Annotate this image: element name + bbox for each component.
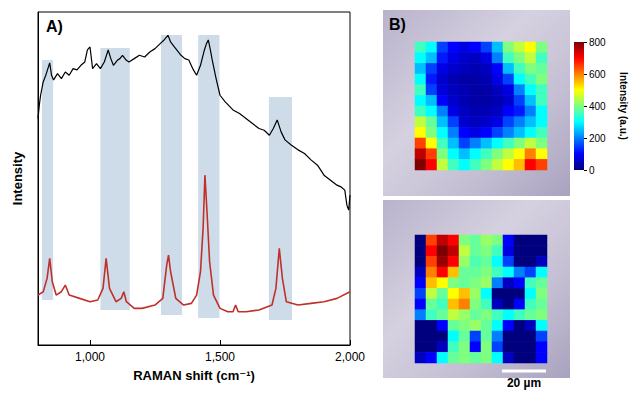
svg-text:2,000: 2,000: [335, 350, 365, 364]
svg-text:200: 200: [589, 133, 606, 144]
svg-text:1,000: 1,000: [75, 350, 105, 364]
svg-text:400: 400: [589, 101, 606, 112]
svg-text:20 µm: 20 µm: [507, 376, 541, 390]
svg-text:Intensity: Intensity: [10, 151, 25, 205]
svg-text:1,500: 1,500: [205, 350, 235, 364]
svg-text:600: 600: [589, 69, 606, 80]
svg-text:Intensity (a.u.): Intensity (a.u.): [618, 72, 629, 140]
svg-text:0: 0: [589, 165, 595, 176]
svg-text:B): B): [389, 16, 406, 33]
svg-text:RAMAN shift (cm⁻¹): RAMAN shift (cm⁻¹): [133, 368, 255, 383]
svg-text:A): A): [46, 18, 63, 35]
svg-text:800: 800: [589, 37, 606, 48]
